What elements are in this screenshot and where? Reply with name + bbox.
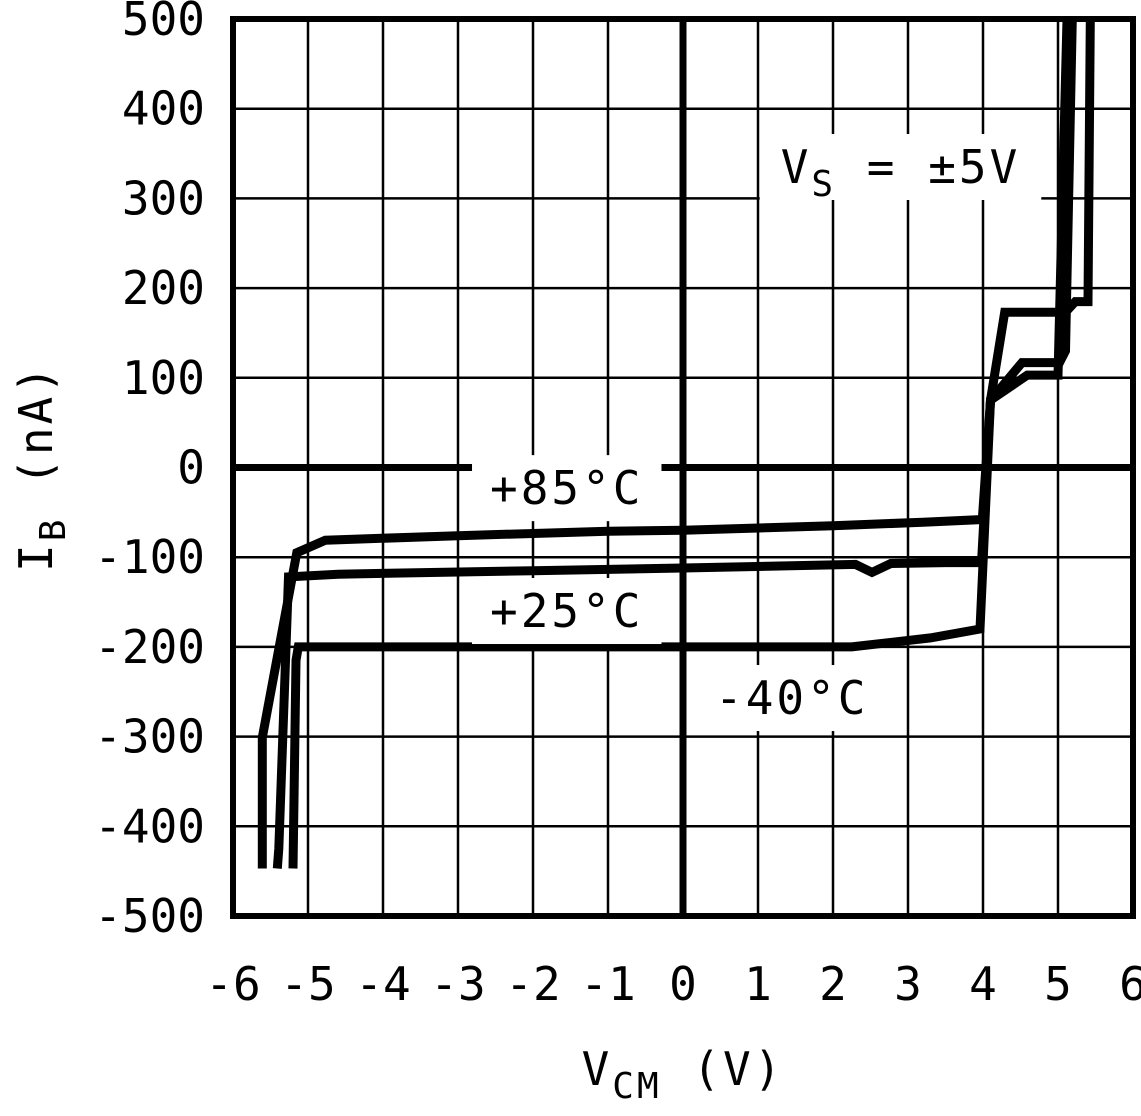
x-tick-label: -2	[505, 957, 560, 1011]
y-tick-label: 0	[177, 441, 205, 495]
x-tick-label: -1	[580, 957, 635, 1011]
x-tick-label: 2	[819, 957, 847, 1011]
curves	[257, 18, 1095, 869]
y-tick-label: -500	[94, 889, 205, 943]
y-tick-label: 300	[122, 171, 205, 225]
y-tick-label: -300	[94, 710, 205, 764]
curve-25c	[272, 18, 1077, 869]
curve-label: +25°C	[490, 584, 643, 638]
y-tick-label: -400	[94, 799, 205, 853]
y-axis-title: IB (nA)	[9, 363, 74, 572]
x-tick-label: 5	[1044, 957, 1072, 1011]
x-tick-label: -4	[355, 957, 410, 1011]
x-tick-label: 0	[669, 957, 697, 1011]
curve-label: +85°C	[490, 461, 643, 515]
x-tick-label: 1	[744, 957, 772, 1011]
x-tick-label: 6	[1119, 957, 1141, 1011]
x-tick-label: 4	[969, 957, 997, 1011]
curve-label-0-bg	[472, 455, 662, 522]
x-tick-label: -3	[430, 957, 485, 1011]
plot-border	[230, 16, 1136, 919]
y-tick-label: 500	[122, 0, 205, 46]
x-tick-label: 3	[894, 957, 922, 1011]
curve-40c	[288, 18, 1072, 869]
curve-label: -40°C	[715, 671, 868, 725]
curve-label-1-bg	[472, 578, 662, 645]
y-tick-label: -200	[94, 620, 205, 674]
y-tick-label: 400	[122, 82, 205, 136]
x-tick-label: -6	[205, 957, 260, 1011]
curve-label-2-bg	[697, 665, 887, 732]
vs-annotation-bg	[759, 134, 1042, 201]
x-axis-title: VCM (V)	[582, 1042, 785, 1107]
y-tick-label: 200	[122, 261, 205, 315]
y-tick-label: -100	[94, 530, 205, 584]
x-tick-label: -5	[280, 957, 335, 1011]
y-tick-label: 100	[122, 351, 205, 405]
vs-annotation: VS = ±5V	[781, 140, 1021, 205]
